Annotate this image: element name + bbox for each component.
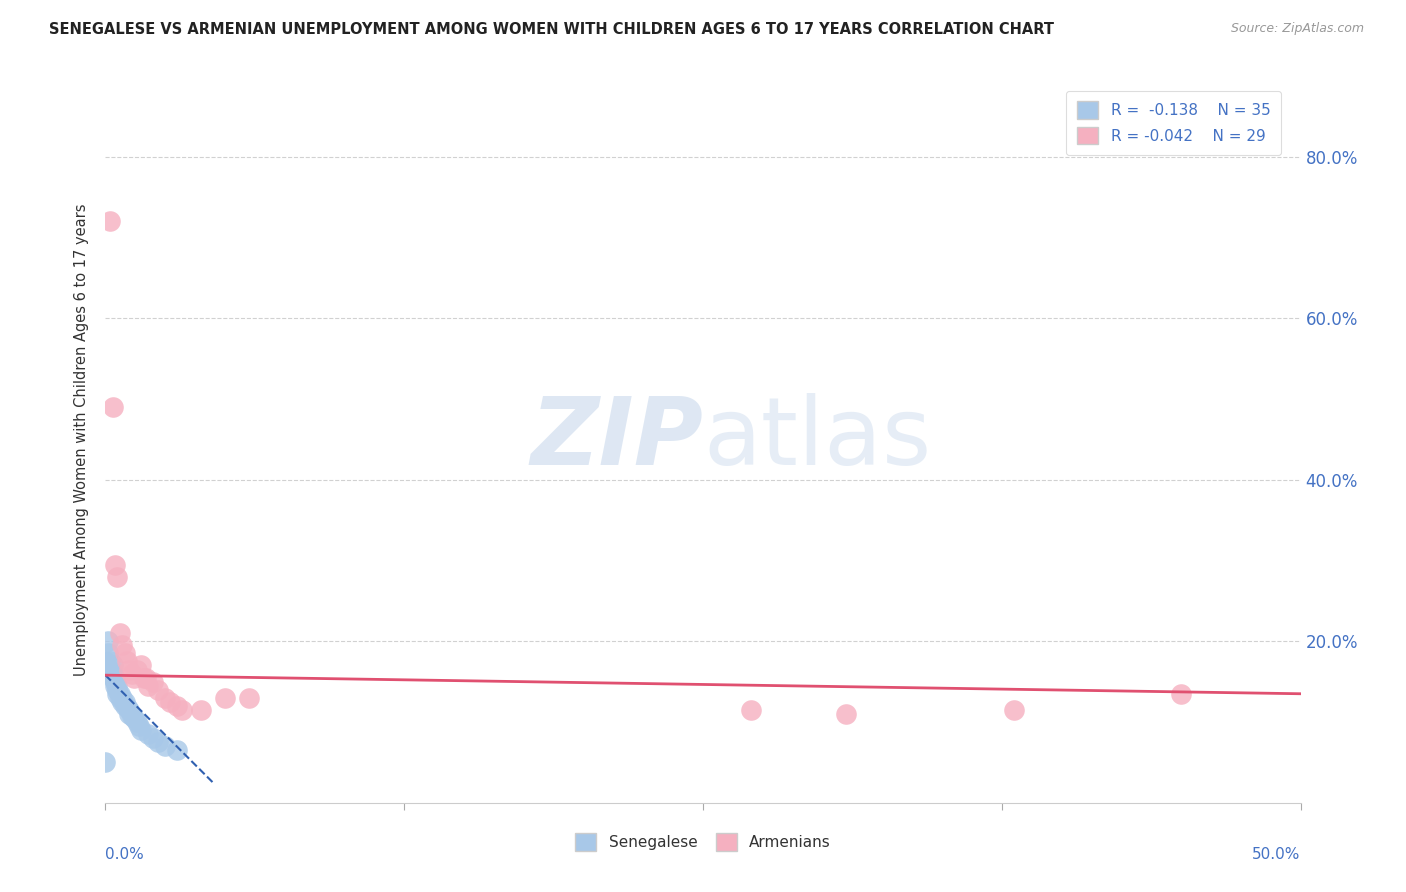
Point (125, 663, 148, 677)
Point (94, 655, 117, 669)
Point (115, 655, 138, 669)
Point (166, 698, 188, 713)
Point (122, 711, 145, 725)
Point (115, 700, 138, 714)
Point (108, 626, 131, 640)
Point (107, 687, 129, 701)
Point (107, 569, 129, 583)
Point (97, 646, 120, 660)
Point (170, 703, 193, 717)
Point (129, 723, 153, 737)
Point (1170, 687, 1192, 701)
Point (111, 695, 134, 709)
Point (104, 674, 127, 689)
Point (122, 671, 145, 685)
Point (214, 690, 236, 705)
Point (111, 690, 134, 705)
Point (125, 714, 148, 729)
Text: SENEGALESE VS ARMENIAN UNEMPLOYMENT AMONG WOMEN WITH CHILDREN AGES 6 TO 17 YEARS: SENEGALESE VS ARMENIAN UNEMPLOYMENT AMON… (49, 22, 1054, 37)
Point (114, 695, 136, 709)
Point (97, 634, 120, 648)
Point (128, 719, 150, 733)
Point (104, 671, 127, 685)
Point (107, 682, 129, 697)
Point (138, 727, 160, 741)
Point (101, 671, 124, 685)
Point (114, 698, 136, 713)
Point (114, 646, 136, 660)
Text: Source: ZipAtlas.com: Source: ZipAtlas.com (1230, 22, 1364, 36)
Point (121, 666, 143, 681)
Text: atlas: atlas (703, 393, 931, 485)
Point (135, 671, 157, 685)
Point (98, 655, 121, 669)
Point (101, 400, 124, 414)
Point (98, 663, 121, 677)
Point (1002, 703, 1025, 717)
Point (101, 666, 124, 681)
Point (118, 706, 141, 721)
Point (94, 756, 117, 770)
Point (142, 731, 165, 746)
Point (159, 695, 181, 709)
Point (132, 671, 155, 685)
Point (129, 658, 153, 673)
Point (153, 739, 177, 754)
Point (121, 708, 143, 723)
Point (835, 706, 858, 721)
Y-axis label: Unemployment Among Women with Children Ages 6 to 17 years: Unemployment Among Women with Children A… (75, 203, 90, 675)
Text: 50.0%: 50.0% (1253, 847, 1301, 863)
Text: ZIP: ZIP (530, 393, 703, 485)
Legend: Senegalese, Armenians: Senegalese, Armenians (569, 827, 837, 857)
Point (146, 682, 169, 697)
Point (118, 663, 141, 677)
Point (107, 679, 129, 693)
Point (104, 558, 127, 572)
Point (98, 214, 121, 228)
Point (190, 703, 212, 717)
Point (740, 703, 762, 717)
Point (104, 679, 127, 693)
Point (153, 690, 177, 705)
Point (98, 666, 121, 681)
Point (111, 638, 134, 652)
Point (138, 679, 160, 693)
Point (118, 703, 141, 717)
Point (238, 690, 260, 705)
Point (146, 735, 169, 749)
Text: 0.0%: 0.0% (105, 847, 145, 863)
Point (142, 674, 165, 689)
Point (166, 743, 188, 757)
Point (108, 690, 131, 705)
Point (108, 687, 131, 701)
Point (101, 658, 124, 673)
